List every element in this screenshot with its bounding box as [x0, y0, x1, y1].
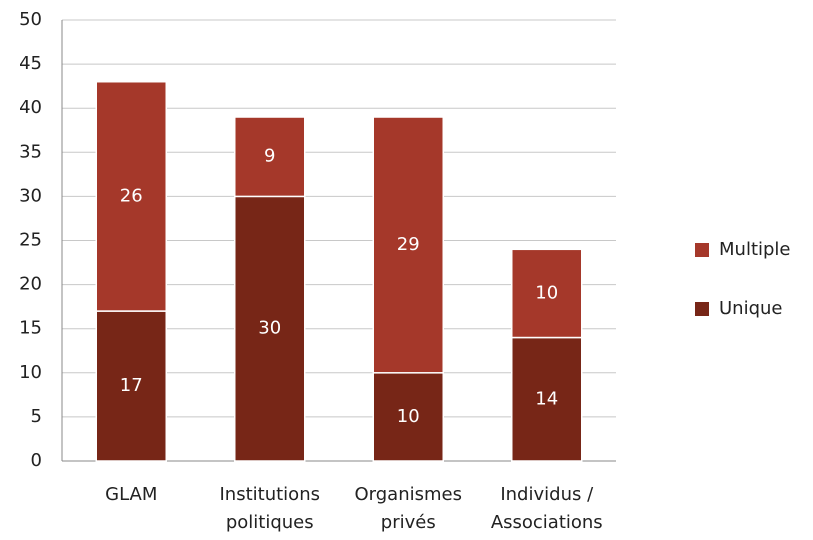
y-tick-label: 10	[19, 362, 42, 383]
y-tick-label: 15	[19, 318, 42, 339]
x-tick-label: Individus / Associations	[490, 484, 603, 533]
data-label: 10	[535, 282, 558, 303]
y-tick-label: 50	[19, 9, 42, 30]
y-tick-label: 0	[31, 450, 42, 471]
y-tick-label: 35	[19, 141, 42, 162]
data-label: 14	[535, 388, 558, 409]
y-tick-label: 25	[19, 230, 42, 251]
bar-segment	[234, 195, 306, 462]
bar-segment	[234, 116, 306, 198]
legend-swatch	[695, 243, 709, 257]
y-tick-label: 5	[31, 406, 42, 427]
legend-label: Multiple	[719, 239, 791, 260]
legend-swatch	[695, 302, 709, 316]
bar-segment	[511, 248, 583, 339]
y-tick-label: 45	[19, 53, 42, 74]
x-tick-label: Institutions politiques	[219, 484, 320, 533]
y-tick-label: 20	[19, 274, 42, 295]
y-tick-label: 40	[19, 97, 42, 118]
data-label: 9	[264, 146, 275, 167]
x-tick-label: Organismes privés	[354, 484, 462, 533]
bar-segment	[95, 310, 167, 462]
data-label: 29	[397, 234, 420, 255]
x-tick-label: GLAM	[105, 484, 158, 505]
legend-label: Unique	[719, 298, 783, 319]
data-label: 10	[397, 406, 420, 427]
bar-segment	[95, 80, 167, 312]
data-label: 17	[120, 375, 143, 396]
data-label: 26	[120, 185, 143, 206]
bar-segment	[511, 336, 583, 462]
bar-segment	[372, 372, 444, 462]
y-tick-label: 30	[19, 185, 42, 206]
data-label: 30	[258, 318, 281, 339]
bar-segment	[372, 116, 444, 374]
